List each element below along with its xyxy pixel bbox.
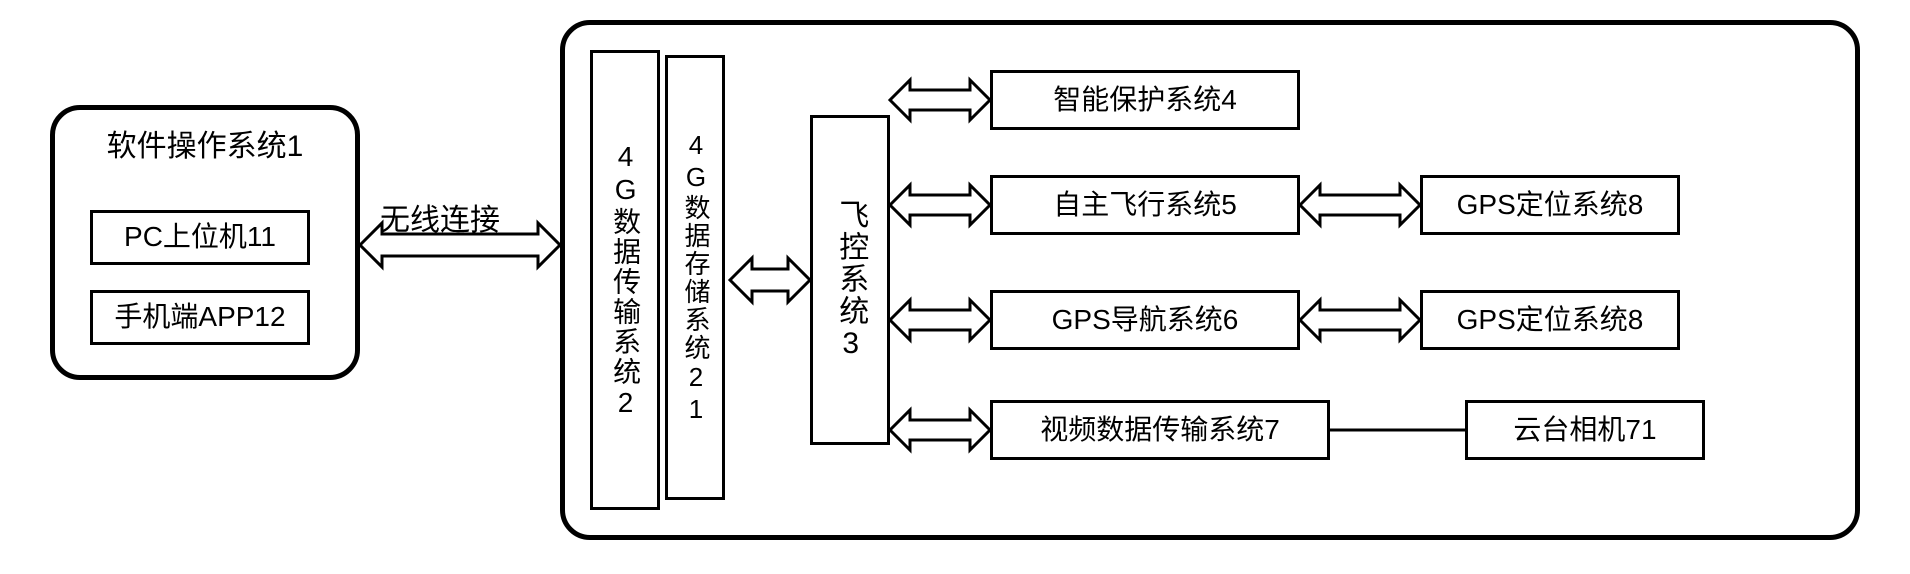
- diagram-canvas: 软件操作系统1 PC上位机11 手机端APP12 无线连接 4G数据传输系统2 …: [0, 0, 1910, 574]
- arrows-layer: [0, 0, 1910, 574]
